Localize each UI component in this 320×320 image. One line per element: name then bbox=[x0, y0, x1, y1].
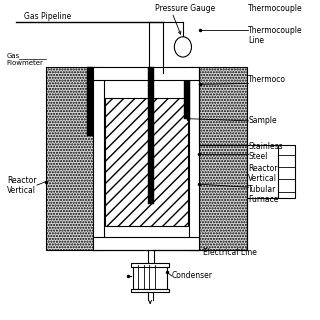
Bar bbox=[133, 265, 167, 289]
Bar bbox=[278, 145, 295, 198]
Bar bbox=[46, 67, 94, 250]
Text: Stainless
Steel: Stainless Steel bbox=[248, 142, 283, 161]
Text: Thermocouple: Thermocouple bbox=[248, 4, 303, 13]
Bar bbox=[132, 263, 169, 267]
Bar bbox=[105, 98, 188, 226]
Text: Sample: Sample bbox=[248, 116, 277, 125]
Bar bbox=[198, 67, 247, 250]
Text: Reactor
Vertical
Tubular
Furnace: Reactor Vertical Tubular Furnace bbox=[248, 164, 279, 204]
Text: Electrical Line: Electrical Line bbox=[203, 248, 257, 257]
Text: Gas Pipeline: Gas Pipeline bbox=[24, 12, 71, 21]
Bar bbox=[87, 67, 93, 136]
Bar bbox=[93, 237, 199, 250]
Bar bbox=[148, 67, 154, 204]
Text: Thermoco: Thermoco bbox=[248, 75, 286, 84]
Ellipse shape bbox=[174, 37, 191, 57]
Text: Gas
Flowmeter: Gas Flowmeter bbox=[7, 53, 44, 66]
Bar bbox=[93, 67, 104, 250]
Text: Reactor
Vertical: Reactor Vertical bbox=[7, 176, 36, 196]
Text: Pressure Gauge: Pressure Gauge bbox=[155, 4, 215, 13]
Bar bbox=[188, 67, 199, 250]
Bar bbox=[93, 67, 199, 80]
Text: Condenser: Condenser bbox=[172, 271, 213, 280]
Text: Thermocouple
Line: Thermocouple Line bbox=[248, 26, 303, 45]
Bar bbox=[185, 81, 190, 119]
Bar bbox=[132, 289, 169, 292]
